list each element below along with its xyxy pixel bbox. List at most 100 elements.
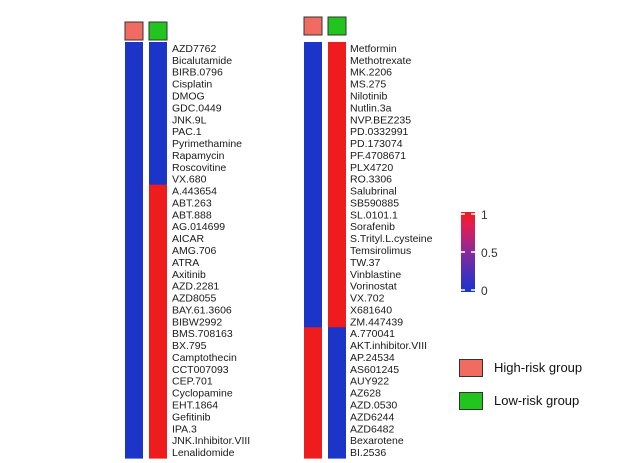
heatmap-cell-high-risk [125,255,143,269]
heatmap-cell-low-risk [328,89,346,103]
heatmap-cell-low-risk [328,208,346,221]
heatmap-cell-high-risk [125,446,143,459]
drug-label: IPA.3 [172,423,197,435]
drug-label: BI.2536 [350,447,386,459]
heatmap-cell-high-risk [304,422,322,435]
column-header-low-risk [327,16,347,36]
colorbar-gradient [461,212,475,292]
heatmap-cell-high-risk [304,398,322,412]
drug-label: X681640 [350,304,392,316]
heatmap-cell-high-risk [125,339,143,352]
heatmap-cell-high-risk [304,410,322,423]
heatmap-cell-low-risk [149,267,167,281]
heatmap-cell-high-risk [125,327,143,340]
heatmap-cell-low-risk [328,434,346,447]
heatmap-cell-low-risk [328,303,346,316]
drug-label: PF.4708671 [350,150,406,162]
colorbar-label-mid: 0.5 [481,246,498,260]
drug-label: AZD.0530 [350,400,397,412]
heatmap-cell-high-risk [304,303,322,316]
drug-label: Camptothecin [172,352,237,364]
legend-swatch-high-risk [459,359,483,377]
heatmap-cell-high-risk [304,362,322,376]
heatmap-cell-high-risk [125,244,143,257]
heatmap-cell-high-risk [304,327,322,340]
drug-label: AUY922 [350,376,389,388]
heatmap-cell-low-risk [149,362,167,376]
drug-label: MK.2206 [350,67,392,79]
heatmap-cell-high-risk [304,101,322,114]
heatmap-cell-low-risk [149,374,167,388]
heatmap-cell-high-risk [304,125,322,138]
drug-label: Gefitinib [172,411,211,423]
heatmap-cell-low-risk [149,279,167,293]
heatmap-cell-high-risk [304,279,322,293]
heatmap-cell-low-risk [328,65,346,79]
drug-label: Roscovitine [172,162,226,174]
drug-label: AZ628 [350,388,381,400]
drug-label: AZD.2281 [172,281,219,293]
heatmap-cell-high-risk [125,160,143,174]
drug-label: Lenalidomide [172,447,235,459]
heatmap-cell-high-risk [125,422,143,435]
heatmap-cell-high-risk [125,386,143,400]
heatmap-cell-high-risk [304,339,322,352]
heatmap-cell-low-risk [328,244,346,257]
heatmap-cell-high-risk [125,410,143,423]
heatmap-cell-high-risk [125,374,143,388]
heatmap-cell-high-risk [304,65,322,79]
drug-label: Cisplatin [172,79,212,91]
drug-label: Sorafenib [350,221,395,233]
drug-label: PD.173074 [350,138,403,150]
heatmap-cell-low-risk [328,220,346,233]
heatmap-cell-high-risk [125,77,143,91]
heatmap-cell-high-risk [304,220,322,233]
drug-label: PAC.1 [172,126,202,138]
heatmap-cell-low-risk [149,339,167,352]
heatmap-cell-low-risk [149,291,167,305]
heatmap-cell-low-risk [149,434,167,447]
legend-swatch-low-risk [459,392,483,410]
drug-label: SB590885 [350,197,399,209]
heatmap-cell-high-risk [125,101,143,114]
heatmap-cell-low-risk [328,362,346,376]
drug-label: A.443654 [172,186,217,198]
heatmap-cell-high-risk [304,160,322,174]
drug-label: AP.24534 [350,352,395,364]
heatmap-cell-high-risk [125,137,143,150]
heatmap-cell-high-risk [125,362,143,376]
heatmap-cell-high-risk [304,255,322,269]
heatmap-cell-low-risk [149,89,167,103]
heatmap-cell-high-risk [304,184,322,198]
drug-label: EHT.1864 [172,400,218,412]
heatmap-cell-low-risk [149,137,167,150]
colorbar: 1 0.5 0 [461,208,498,298]
heatmap-cell-low-risk [328,160,346,174]
drug-label: MS.275 [350,79,386,91]
heatmap-cell-low-risk [328,113,346,126]
heatmap-cell-high-risk [304,315,322,328]
drug-label: Rapamycin [172,150,225,162]
heatmap-cell-high-risk [304,386,322,400]
heatmap-cell-low-risk [328,137,346,150]
heatmap-cell-high-risk [304,172,322,186]
heatmap-cell-low-risk [328,410,346,423]
drug-label: BX.795 [172,340,207,352]
heatmap-cell-low-risk [149,125,167,138]
drug-label: Nutlin.3a [350,102,392,114]
heatmap-cell-high-risk [125,220,143,233]
heatmap-cell-low-risk [328,148,346,162]
heatmap-cell-low-risk [149,422,167,435]
drug-label: Cyclopamine [172,388,233,400]
drug-label: AG.014699 [172,221,225,233]
heatmap-cell-low-risk [149,53,167,67]
heatmap-cell-low-risk [149,172,167,186]
heatmap-cell-low-risk [149,327,167,340]
heatmap-cell-high-risk [125,267,143,281]
drug-label: Salubrinal [350,186,397,198]
heatmap-cell-low-risk [328,267,346,281]
column-header-high-risk [303,16,323,36]
drug-label: Metformin [350,43,397,55]
heatmap-cell-high-risk [304,267,322,281]
heatmap-cell-high-risk [125,148,143,162]
